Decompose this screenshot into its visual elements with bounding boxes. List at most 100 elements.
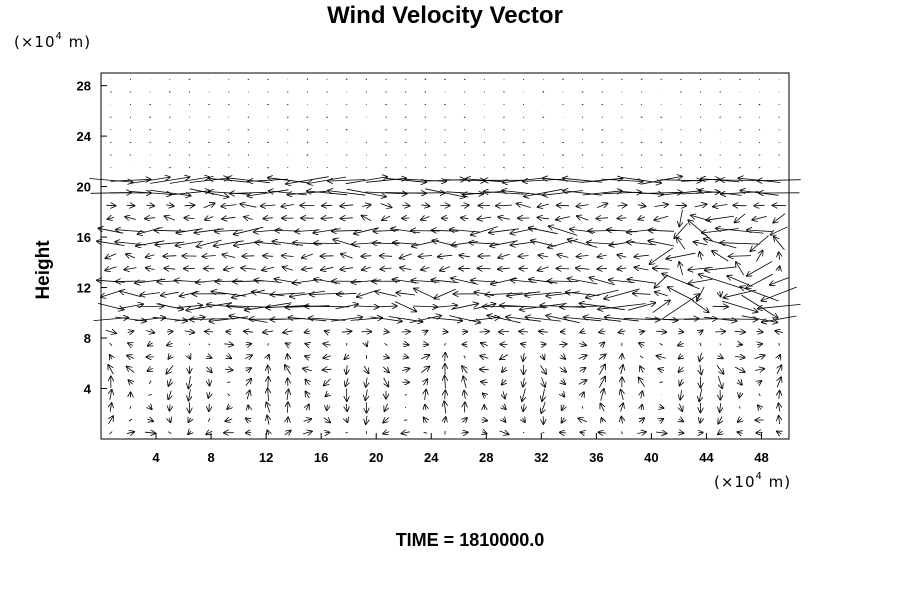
wind-vector	[188, 78, 191, 80]
wind-vector	[662, 274, 700, 290]
wind-vector	[346, 365, 347, 374]
wind-vector	[519, 256, 529, 257]
wind-vector	[267, 431, 269, 435]
wind-vector	[283, 331, 293, 333]
wind-vector	[261, 205, 276, 206]
wind-vector	[621, 417, 622, 424]
wind-vector	[620, 431, 623, 435]
wind-vector	[581, 129, 584, 131]
wind-vector	[161, 292, 179, 295]
wind-vector	[188, 166, 191, 169]
wind-vector	[587, 242, 618, 244]
wind-vector	[598, 255, 607, 257]
wind-vector	[775, 331, 784, 333]
wind-vector	[147, 419, 153, 421]
wind-vector	[739, 392, 740, 397]
wind-vector	[598, 377, 605, 388]
wind-vector	[489, 228, 519, 233]
x-tick-label: 8	[207, 450, 214, 465]
wind-vector	[424, 418, 428, 423]
wind-vector	[287, 402, 288, 413]
wind-vector	[507, 291, 541, 296]
wind-vector	[105, 330, 116, 333]
wind-vector	[700, 352, 702, 361]
wind-vector	[637, 432, 645, 434]
x-tick-label: 12	[259, 450, 273, 465]
wind-vector	[444, 116, 446, 118]
wind-vector	[699, 167, 702, 169]
wind-vector	[758, 116, 761, 118]
wind-vector	[598, 303, 646, 310]
wind-vector	[227, 393, 231, 397]
wind-vector	[189, 355, 191, 359]
wind-vector	[110, 116, 112, 118]
wind-vector	[302, 431, 312, 434]
wind-vector	[542, 388, 545, 401]
wind-vector	[168, 390, 171, 400]
wind-vector	[337, 293, 357, 294]
wind-vector	[129, 380, 133, 384]
wind-vector	[700, 364, 702, 375]
wind-vector	[425, 390, 427, 400]
wind-vector	[639, 343, 644, 346]
wind-vector	[207, 356, 212, 358]
wind-vector	[579, 344, 586, 346]
wind-vector	[328, 180, 366, 182]
wind-vector	[511, 241, 537, 246]
wind-vector	[222, 217, 236, 219]
wind-vector	[582, 78, 584, 80]
wind-vector	[146, 255, 155, 258]
wind-vector	[421, 217, 430, 220]
wind-vector	[654, 215, 669, 220]
time-caption: TIME = 1810000.0	[395, 530, 545, 550]
wind-vector	[190, 319, 229, 320]
wind-vector	[620, 191, 663, 194]
y-axis-ticks: 4 8 12 16 20 24 28	[77, 79, 107, 397]
wind-vector	[176, 240, 204, 246]
wind-vector	[188, 418, 190, 422]
wind-vector	[770, 277, 789, 285]
wind-vector	[777, 431, 782, 434]
wind-vector	[357, 290, 376, 297]
wind-vector	[346, 188, 386, 196]
wind-vector	[116, 230, 146, 232]
wind-vector	[136, 240, 165, 246]
wind-vector	[345, 78, 348, 81]
wind-vector	[155, 230, 186, 231]
wind-vector	[169, 418, 170, 422]
wind-vector	[778, 154, 780, 156]
wind-vector	[522, 141, 525, 144]
wind-vector	[679, 403, 682, 411]
wind-vector	[246, 344, 251, 345]
wind-vector	[602, 418, 604, 422]
wind-vector	[705, 266, 736, 270]
wind-vector	[779, 416, 780, 425]
wind-vector	[529, 279, 558, 284]
wind-vector	[522, 418, 525, 422]
wind-vector	[703, 316, 736, 321]
wind-vector	[385, 116, 387, 118]
wind-vector	[580, 368, 586, 372]
wind-vector	[155, 242, 185, 245]
wind-vector	[149, 189, 190, 196]
wind-vector	[110, 403, 112, 412]
wind-vector	[394, 301, 416, 312]
wind-vector	[424, 154, 427, 156]
wind-vector	[188, 376, 190, 388]
wind-vector	[266, 402, 269, 413]
wind-vector	[678, 343, 684, 345]
wind-vector	[384, 377, 389, 386]
wind-vector	[287, 354, 288, 360]
x-tick-label: 36	[589, 450, 603, 465]
wind-vector	[498, 254, 510, 258]
wind-vector	[127, 367, 135, 373]
wind-vector	[601, 389, 604, 401]
wind-vector	[150, 177, 189, 184]
y-tick-label: 8	[84, 331, 91, 346]
wind-vector	[539, 331, 548, 332]
wind-vector	[694, 204, 707, 207]
wind-vector	[424, 167, 426, 169]
wind-vector	[401, 332, 410, 333]
wind-vector	[679, 419, 684, 422]
x-tick-label: 4	[152, 450, 160, 465]
